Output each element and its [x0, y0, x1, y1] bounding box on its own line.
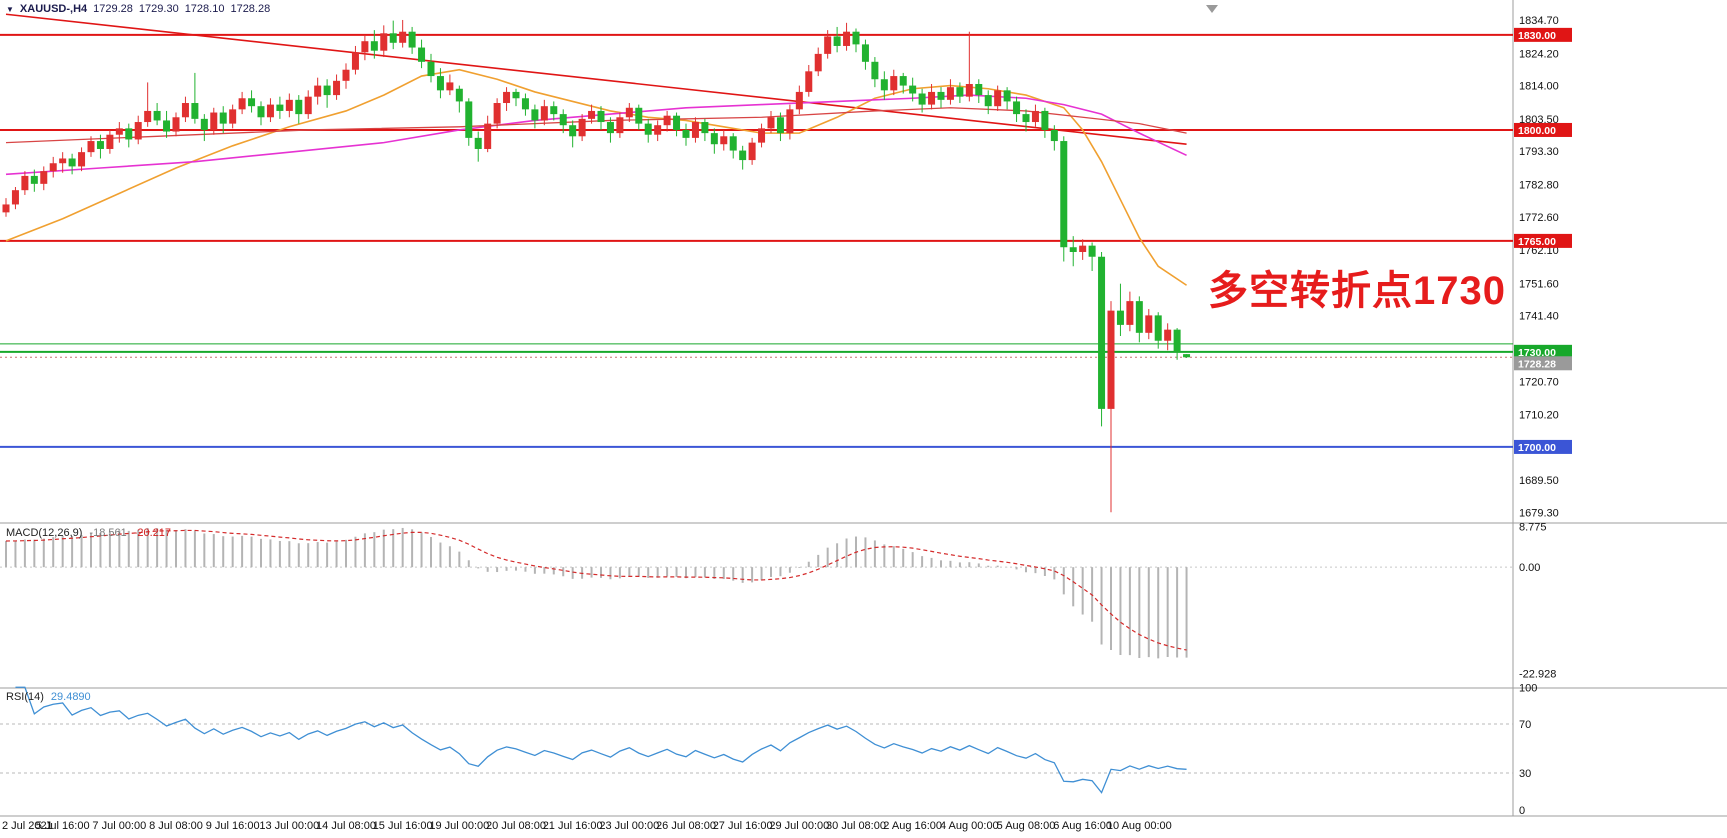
- svg-text:1772.60: 1772.60: [1519, 212, 1559, 224]
- chart-text-annotation[interactable]: 多空转折点1730: [1208, 269, 1506, 313]
- svg-text:27 Jul 16:00: 27 Jul 16:00: [713, 820, 773, 832]
- chart-shift-marker[interactable]: [1206, 5, 1218, 13]
- macd-axis[interactable]: 8.775 0.00 -22.928: [1519, 521, 1556, 680]
- svg-text:1762.10: 1762.10: [1519, 245, 1559, 257]
- symbol-timeframe-label: XAUUSD-,H4: [19, 3, 88, 15]
- svg-text:26 Jul 08:00: 26 Jul 08:00: [656, 820, 716, 832]
- svg-text:1751.60: 1751.60: [1519, 278, 1559, 290]
- svg-text:29 Jul 00:00: 29 Jul 00:00: [769, 820, 829, 832]
- svg-text:1765.00: 1765.00: [1518, 236, 1556, 248]
- quote-open: 1729.28: [93, 3, 133, 15]
- svg-text:1728.28: 1728.28: [1518, 358, 1556, 370]
- rsi-pane: [0, 686, 1513, 794]
- macd-indicator-label: MACD(12,26,9) -18.561 -20.217: [6, 527, 171, 539]
- ma-fast-orange[interactable]: [5, 68, 1188, 286]
- ma-slow-magenta[interactable]: [5, 94, 1187, 176]
- quote-close: 1728.28: [230, 3, 271, 15]
- svg-text:13 Jul 00:00: 13 Jul 00:00: [259, 820, 319, 832]
- svg-text:5 Jul 16:00: 5 Jul 16:00: [36, 820, 90, 832]
- rsi-name: RSI(14): [6, 691, 44, 703]
- svg-text:1689.50: 1689.50: [1519, 475, 1559, 487]
- quote-low: 1728.10: [184, 3, 225, 15]
- svg-text:9 Jul 16:00: 9 Jul 16:00: [206, 820, 260, 832]
- svg-text:5 Aug 08:00: 5 Aug 08:00: [997, 820, 1056, 832]
- svg-text:1803.50: 1803.50: [1519, 114, 1559, 126]
- svg-text:20 Jul 08:00: 20 Jul 08:00: [486, 820, 546, 832]
- svg-text:4 Aug 00:00: 4 Aug 00:00: [940, 820, 999, 832]
- svg-text:1730.00: 1730.00: [1518, 347, 1556, 359]
- svg-text:19 Jul 00:00: 19 Jul 00:00: [429, 820, 489, 832]
- macd-main-value: -18.561: [89, 527, 127, 539]
- svg-text:1814.00: 1814.00: [1519, 81, 1559, 93]
- pane-separators: [0, 0, 1727, 817]
- svg-text:70: 70: [1519, 719, 1531, 731]
- svg-text:1793.30: 1793.30: [1519, 146, 1559, 158]
- svg-text:1700.00: 1700.00: [1518, 442, 1556, 454]
- svg-text:-22.928: -22.928: [1519, 669, 1556, 681]
- svg-text:2 Jul 2021: 2 Jul 2021: [2, 820, 53, 832]
- svg-text:100: 100: [1519, 682, 1537, 694]
- svg-text:2 Aug 16:00: 2 Aug 16:00: [883, 820, 942, 832]
- svg-text:1824.20: 1824.20: [1519, 48, 1559, 60]
- svg-text:8.775: 8.775: [1519, 521, 1547, 533]
- rsi-indicator-label: RSI(14) 29.4890: [6, 691, 91, 703]
- chart-header-quote: ▼ XAUUSD-,H4 1729.28 1729.30 1728.10 172…: [6, 3, 270, 15]
- macd-pane: [0, 527, 1513, 659]
- svg-text:8 Jul 08:00: 8 Jul 08:00: [149, 820, 203, 832]
- svg-text:1800.00: 1800.00: [1518, 125, 1556, 137]
- candles-layer: [2, 19, 1191, 513]
- svg-text:23 Jul 00:00: 23 Jul 00:00: [599, 820, 659, 832]
- svg-text:1741.40: 1741.40: [1519, 311, 1559, 323]
- svg-text:1720.70: 1720.70: [1519, 376, 1559, 388]
- svg-text:10 Aug 00:00: 10 Aug 00:00: [1107, 820, 1172, 832]
- svg-text:15 Jul 16:00: 15 Jul 16:00: [373, 820, 433, 832]
- rsi-axis[interactable]: 100 70 30 0: [1519, 682, 1537, 817]
- svg-text:0.00: 0.00: [1519, 562, 1540, 574]
- svg-text:0: 0: [1519, 805, 1525, 817]
- svg-text:1834.70: 1834.70: [1519, 15, 1559, 27]
- svg-text:21 Jul 16:00: 21 Jul 16:00: [543, 820, 603, 832]
- horizontal-level-lines[interactable]: [0, 33, 1513, 448]
- svg-text:1782.80: 1782.80: [1519, 179, 1559, 191]
- svg-text:1679.30: 1679.30: [1519, 508, 1559, 520]
- rsi-value: 29.4890: [50, 691, 91, 703]
- svg-text:14 Jul 08:00: 14 Jul 08:00: [316, 820, 376, 832]
- macd-signal-value: -20.217: [133, 527, 172, 539]
- svg-text:7 Jul 00:00: 7 Jul 00:00: [92, 820, 146, 832]
- svg-text:30: 30: [1519, 768, 1531, 780]
- svg-text:30 Jul 08:00: 30 Jul 08:00: [826, 820, 886, 832]
- ma-slow-red[interactable]: [5, 107, 1187, 144]
- price-badges: 1830.00 1800.00 1765.00 1730.00 1700.00 1728.…: [1514, 27, 1572, 454]
- trendline[interactable]: [5, 13, 1187, 146]
- svg-text:1710.20: 1710.20: [1519, 410, 1559, 422]
- quote-high: 1729.30: [138, 3, 179, 15]
- macd-name: MACD(12,26,9): [6, 527, 83, 539]
- price-axis[interactable]: 1834.70 1824.20 1814.00 1803.50 1793.30 1782.…: [1519, 15, 1559, 520]
- symbol-dropdown-icon[interactable]: ▼: [6, 4, 14, 14]
- svg-text:1830.00: 1830.00: [1518, 30, 1556, 42]
- svg-text:6 Aug 16:00: 6 Aug 16:00: [1053, 820, 1112, 832]
